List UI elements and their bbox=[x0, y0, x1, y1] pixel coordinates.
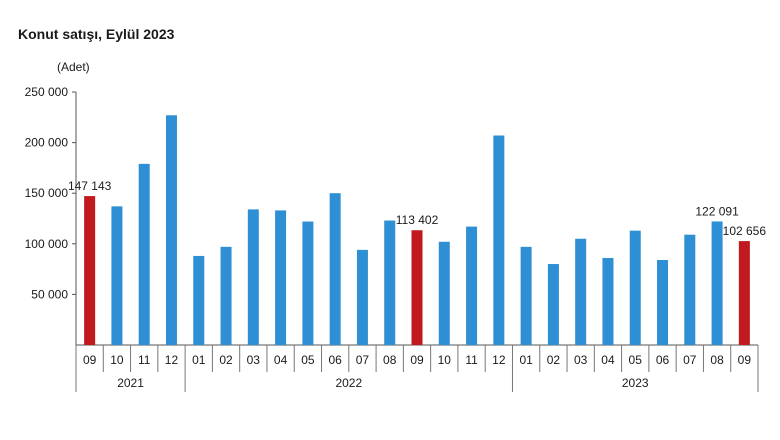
bar bbox=[520, 246, 532, 345]
bar bbox=[438, 241, 450, 345]
bar bbox=[84, 196, 96, 345]
bar bbox=[493, 135, 505, 345]
unit-label: (Adet) bbox=[57, 60, 90, 74]
bar bbox=[220, 246, 232, 345]
bar bbox=[738, 241, 750, 345]
x-tick-label: 01 bbox=[519, 353, 533, 367]
x-tick-label: 06 bbox=[656, 353, 670, 367]
x-tick-label: 09 bbox=[738, 353, 752, 367]
x-tick-label: 06 bbox=[328, 353, 342, 367]
bar bbox=[165, 115, 177, 345]
data-label: 102 656 bbox=[723, 224, 767, 238]
x-tick-label: 07 bbox=[356, 353, 370, 367]
year-label: 2022 bbox=[335, 376, 362, 390]
year-label: 2023 bbox=[622, 376, 649, 390]
data-label: 147 143 bbox=[68, 179, 112, 193]
x-tick-label: 12 bbox=[492, 353, 506, 367]
x-tick-label: 08 bbox=[710, 353, 724, 367]
bar bbox=[575, 238, 587, 345]
x-tick-label: 11 bbox=[465, 353, 478, 367]
x-tick-label: 02 bbox=[219, 353, 233, 367]
x-tick-label: 12 bbox=[165, 353, 179, 367]
bar bbox=[602, 257, 614, 345]
y-tick-label: 250 000 bbox=[25, 85, 69, 99]
x-tick-label: 01 bbox=[192, 353, 206, 367]
chart-title: Konut satışı, Eylül 2023 bbox=[18, 26, 175, 42]
bar bbox=[247, 209, 259, 345]
x-tick-label: 08 bbox=[383, 353, 397, 367]
y-tick-label: 100 000 bbox=[25, 237, 69, 251]
y-tick-label: 50 000 bbox=[31, 287, 68, 301]
bar bbox=[547, 264, 559, 345]
x-tick-label: 04 bbox=[274, 353, 288, 367]
year-label: 2021 bbox=[117, 376, 144, 390]
bar bbox=[138, 163, 150, 345]
bar bbox=[329, 193, 341, 345]
bar bbox=[711, 221, 723, 345]
bar bbox=[356, 249, 368, 345]
x-tick-label: 02 bbox=[547, 353, 561, 367]
bar bbox=[684, 234, 696, 345]
bar bbox=[411, 230, 423, 345]
x-tick-label: 05 bbox=[629, 353, 643, 367]
bar bbox=[657, 259, 669, 345]
x-tick-label: 07 bbox=[683, 353, 697, 367]
data-label: 122 091 bbox=[695, 204, 739, 218]
y-tick-label: 150 000 bbox=[25, 186, 69, 200]
x-tick-label: 03 bbox=[247, 353, 261, 367]
bar bbox=[111, 206, 123, 345]
x-tick-label: 05 bbox=[301, 353, 315, 367]
bar bbox=[384, 220, 396, 345]
x-tick-label: 09 bbox=[410, 353, 424, 367]
y-tick-label: 200 000 bbox=[25, 136, 69, 150]
x-tick-label: 11 bbox=[138, 353, 151, 367]
bar bbox=[629, 230, 641, 345]
x-tick-label: 03 bbox=[574, 353, 588, 367]
x-tick-label: 09 bbox=[83, 353, 97, 367]
bar bbox=[193, 255, 205, 345]
x-tick-label: 04 bbox=[601, 353, 615, 367]
x-tick-label: 10 bbox=[438, 353, 452, 367]
data-label: 113 402 bbox=[396, 213, 439, 227]
bar bbox=[466, 226, 478, 345]
bar bbox=[275, 210, 287, 345]
x-tick-label: 10 bbox=[110, 353, 124, 367]
bar bbox=[302, 221, 314, 345]
